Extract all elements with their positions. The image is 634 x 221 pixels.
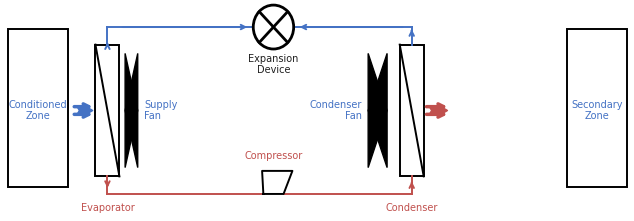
Text: Condenser
Fan: Condenser Fan: [309, 100, 362, 121]
Bar: [567, 29, 627, 187]
Polygon shape: [125, 53, 138, 168]
Text: Supply
Fan: Supply Fan: [144, 100, 178, 121]
Polygon shape: [368, 53, 387, 168]
Text: Expansion
Device: Expansion Device: [249, 53, 299, 75]
Polygon shape: [262, 171, 292, 194]
Text: Secondary
Zone: Secondary Zone: [572, 100, 623, 121]
Bar: [8, 29, 68, 187]
Text: Conditioned
Zone: Conditioned Zone: [9, 100, 67, 121]
Bar: [399, 45, 424, 176]
Polygon shape: [125, 53, 138, 168]
Text: Compressor: Compressor: [244, 151, 302, 160]
Text: Condenser: Condenser: [385, 203, 438, 213]
Bar: [96, 45, 119, 176]
Text: Evaporator: Evaporator: [81, 203, 134, 213]
Polygon shape: [368, 53, 387, 168]
